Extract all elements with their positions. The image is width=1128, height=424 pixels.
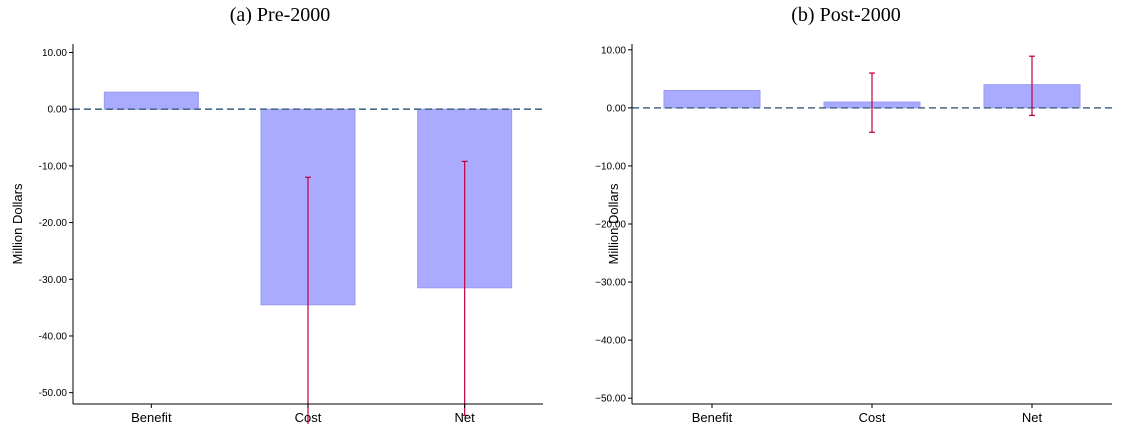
error-bar-cost [305,176,311,424]
x-tick-label: Cost [859,410,886,424]
x-tick-label: Net [455,410,476,424]
chart-svg: 10.00 0.00 −10.00 −20.00 −30.00 −40.00 −50.00 B… [595,44,1112,424]
x-tick-label: Benefit [131,410,172,424]
y-axis-label: Million Dollars [10,183,25,264]
x-tick-label: Net [1022,410,1043,424]
chart-svg: 10.00 0.00 -10.00 -20.00 -30.00 -40.00 -50.00 B… [10,44,543,424]
y-tick-label: −30.00 [595,278,626,289]
error-bar-net [461,160,468,416]
chart-title: (b) Post-2000 [791,4,901,26]
y-tick-label: -30.00 [39,275,68,286]
y-tick-label: 10.00 [42,48,67,59]
y-tick-label: -40.00 [39,331,68,342]
x-tick-label: Benefit [692,410,733,424]
chart-panel-post-2000: (b) Post-2000 10.00 0.00 −10.00 −20.00 −30.0… [564,0,1128,424]
y-tick-label: 0.00 [48,105,68,116]
y-tick-label: -10.00 [39,161,68,172]
chart-panel-pre-2000: (a) Pre-2000 10.00 0.00 -10.00 -20.00 -30.00… [0,0,560,424]
y-tick-label: -20.00 [39,218,68,229]
y-tick-label: −20.00 [595,220,626,231]
y-tick-label: -50.00 [39,388,68,399]
y-tick-label: −50.00 [595,394,626,405]
y-tick-label: 10.00 [601,45,626,56]
y-tick-label: −40.00 [595,336,626,347]
x-tick-label: Cost [295,410,322,424]
y-tick-label: −10.00 [595,161,626,172]
error-bar-cost [869,72,875,133]
chart-title: (a) Pre-2000 [229,4,331,26]
y-tick-label: 0.00 [607,103,627,114]
error-bar-net [1029,55,1035,117]
y-axis-label: Million Dollars [606,183,621,264]
bar-benefit [663,89,761,109]
bar-benefit [103,91,199,110]
